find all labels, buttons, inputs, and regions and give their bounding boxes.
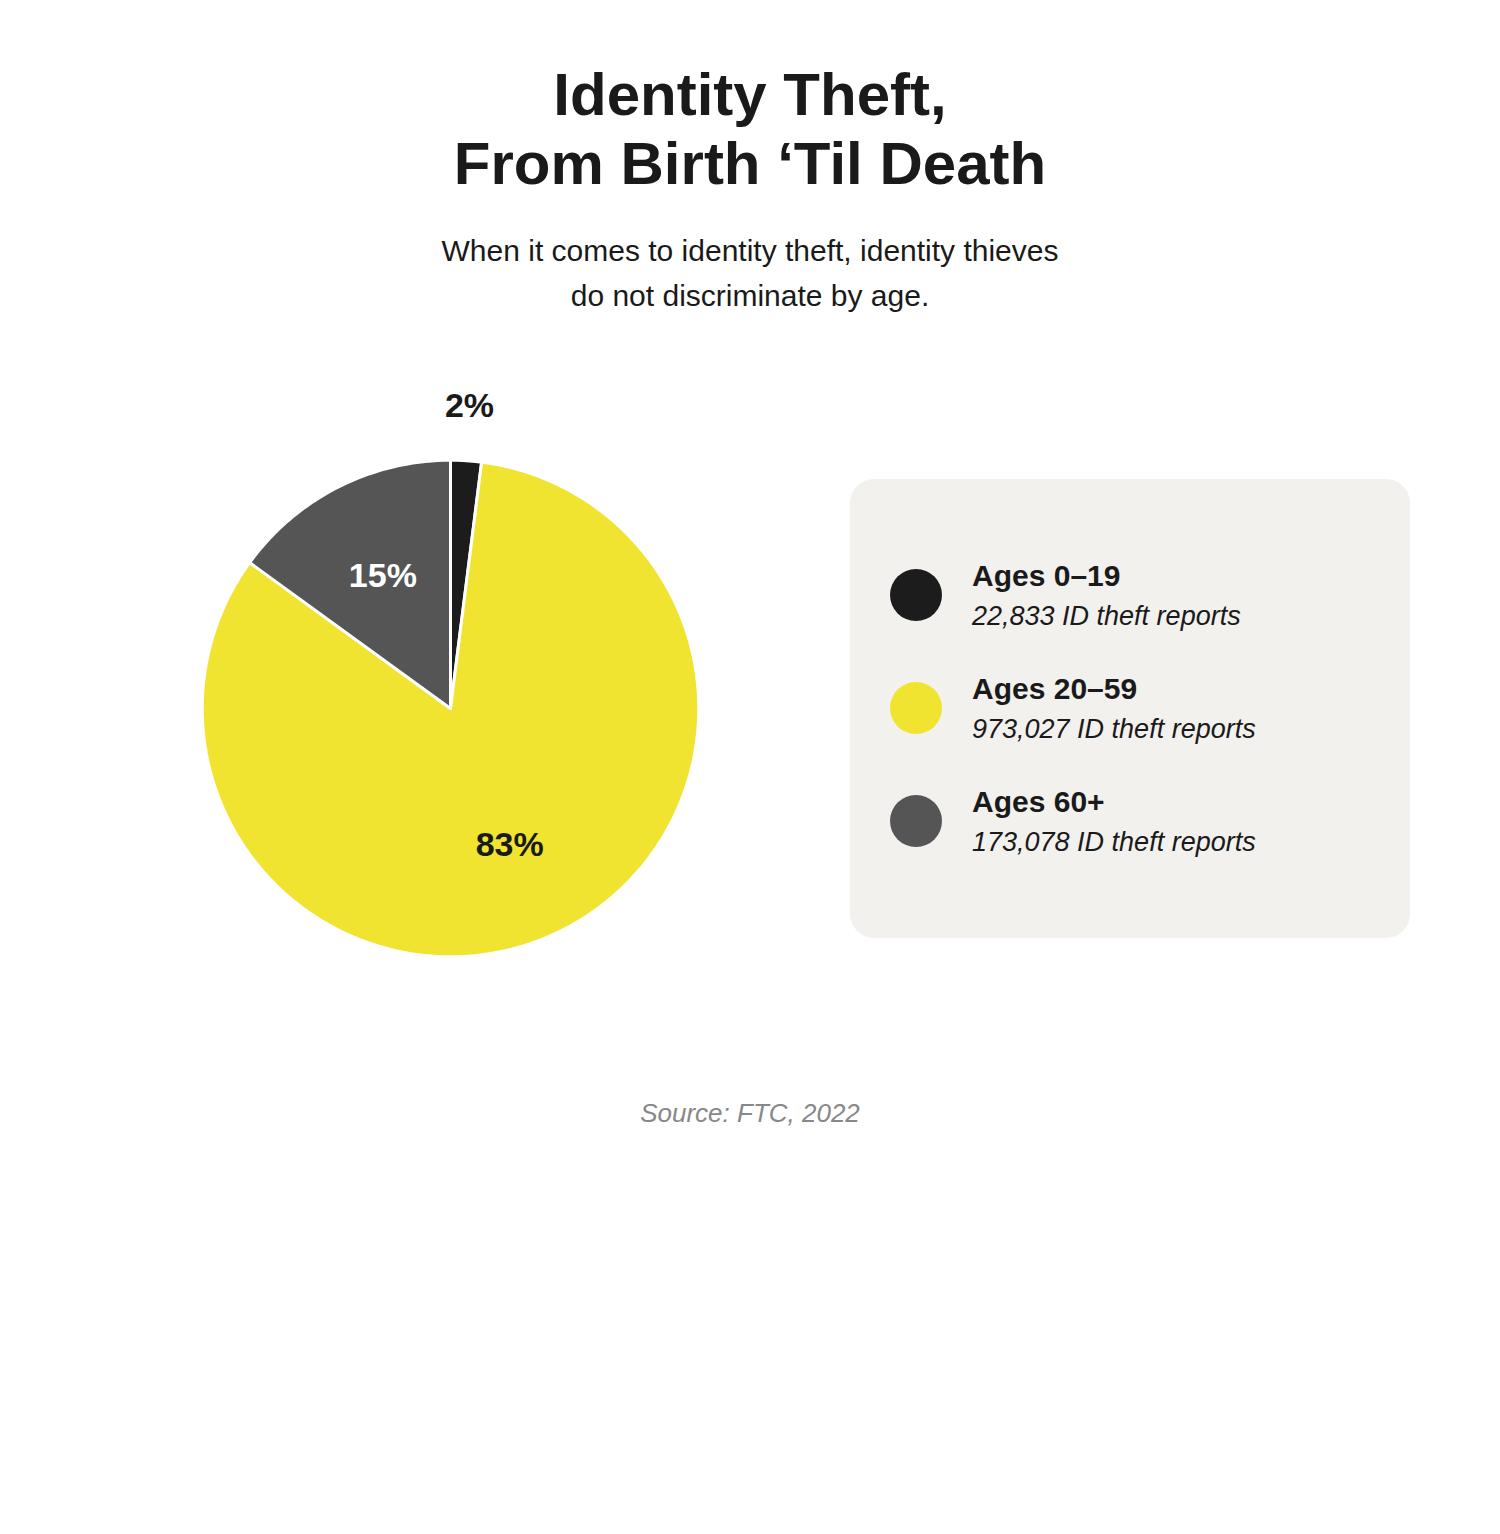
html-text:Identity Theft, From Birth ‘Ti: Identity Theft, From Birth ‘Til Death xyxy=(453,61,1047,197)
html-text:Source: FTC, 2022: Source: FTC, 2022 xyxy=(640,1098,860,1128)
svg-text:15%: 15% xyxy=(349,556,417,594)
svg-text:83%: 83% xyxy=(476,825,544,863)
html-text:When it comes to identity thef: When it comes to identity theft, identit… xyxy=(441,234,1059,312)
html-text:973,027 ID theft reports: 973,027 ID theft reports xyxy=(972,713,1256,744)
html-text:173,078 ID theft reports: 173,078 ID theft reports xyxy=(972,826,1256,857)
html-text:22,833 ID theft reports: 22,833 ID theft reports xyxy=(972,600,1241,631)
html-text:Ages 20–59: Ages 20–59 xyxy=(972,671,1138,705)
svg-text:2%: 2% xyxy=(445,386,494,424)
html-text:Ages 0–19: Ages 0–19 xyxy=(972,558,1121,592)
html-text:Ages 60+: Ages 60+ xyxy=(972,784,1105,818)
